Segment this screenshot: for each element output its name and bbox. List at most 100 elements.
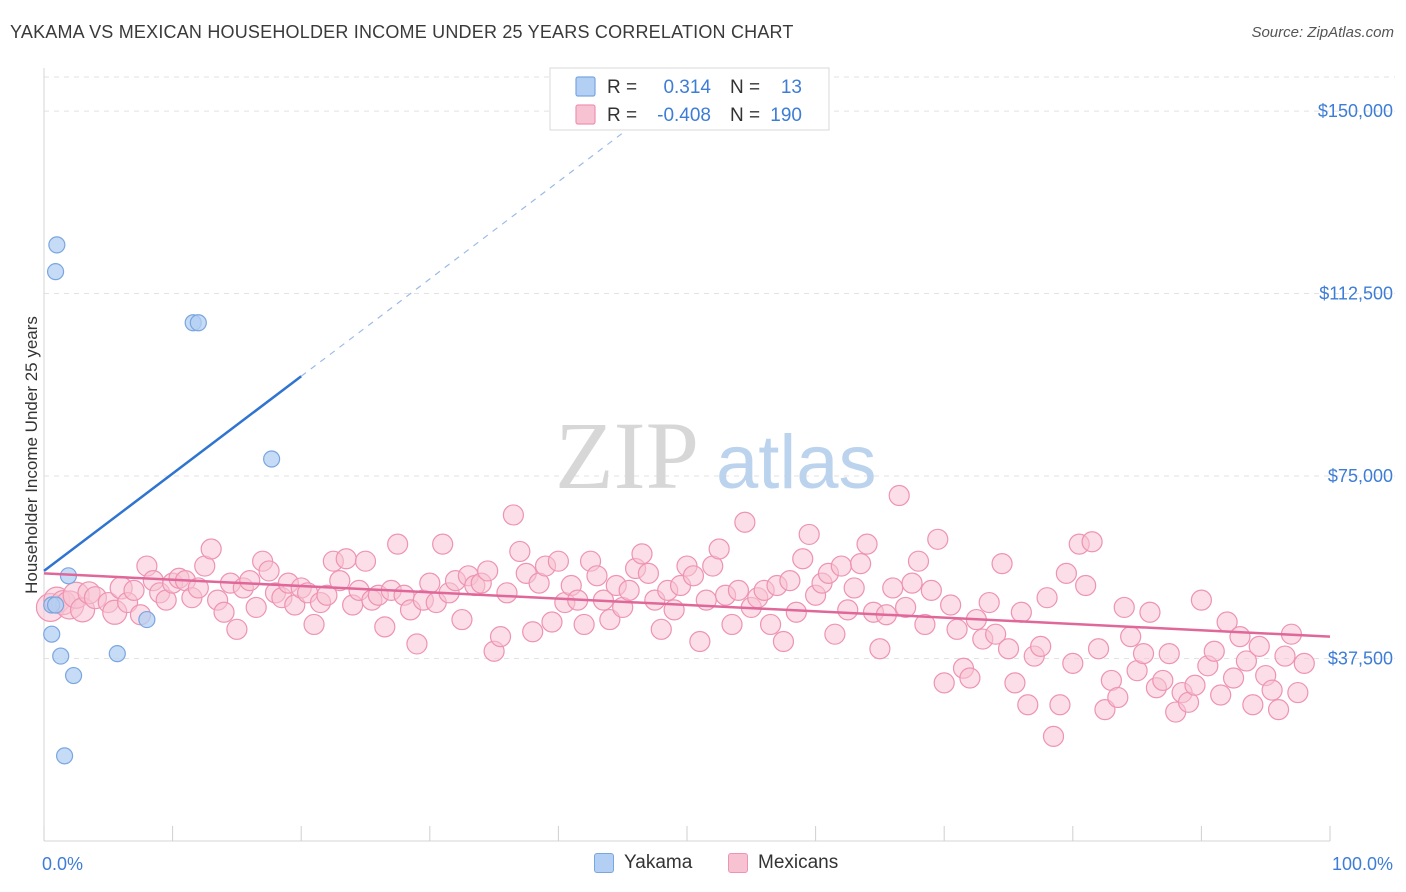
mexicans-point[interactable] xyxy=(1139,601,1161,623)
mexicans-point[interactable] xyxy=(618,579,640,601)
mexicans-point[interactable] xyxy=(245,596,267,619)
mexicans-point[interactable] xyxy=(451,608,473,631)
mexicans-point[interactable] xyxy=(213,601,235,623)
mexicans-point[interactable] xyxy=(650,618,672,640)
mexicans-point[interactable] xyxy=(759,613,782,636)
mexicans-point[interactable] xyxy=(1055,562,1077,584)
mexicans-point[interactable] xyxy=(1087,638,1110,660)
yakama-point[interactable] xyxy=(52,647,70,665)
mexicans-point[interactable] xyxy=(1075,574,1097,597)
mexicans-point[interactable] xyxy=(547,550,570,572)
mexicans-point[interactable] xyxy=(586,565,608,587)
mexicans-point[interactable] xyxy=(927,528,949,550)
yakama-point[interactable] xyxy=(64,666,83,685)
mexicans-point[interactable] xyxy=(329,570,351,592)
mexicans-point[interactable] xyxy=(502,504,524,526)
mexicans-point[interactable] xyxy=(991,553,1013,575)
source-label[interactable]: Source: ZipAtlas.com xyxy=(1251,24,1394,41)
mexicans-point[interactable] xyxy=(792,548,814,570)
mexicans-point[interactable] xyxy=(1229,626,1251,648)
mexicans-point[interactable] xyxy=(1190,589,1213,611)
mexicans-point[interactable] xyxy=(1261,679,1283,701)
mexicans-point[interactable] xyxy=(824,623,846,645)
mexicans-point[interactable] xyxy=(901,572,923,594)
mexicans-point[interactable] xyxy=(785,601,807,623)
mexicans-point[interactable] xyxy=(387,533,409,555)
mexicans-point[interactable] xyxy=(856,533,878,555)
mexicans-point[interactable] xyxy=(637,562,660,584)
mexicans-point[interactable] xyxy=(1235,650,1258,672)
mexicans-point[interactable] xyxy=(1222,667,1245,689)
mexicans-point[interactable] xyxy=(354,550,377,572)
mexicans-point[interactable] xyxy=(779,570,801,592)
mexicans-point[interactable] xyxy=(509,540,531,563)
mexicans-point[interactable] xyxy=(985,623,1007,645)
mexicans-point[interactable] xyxy=(1017,694,1039,716)
mexicans-point[interactable] xyxy=(1293,652,1315,674)
mexicans-point[interactable] xyxy=(727,579,750,601)
mexicans-point[interactable] xyxy=(1203,640,1225,662)
mexicans-point[interactable] xyxy=(895,596,917,619)
mexicans-point[interactable] xyxy=(1274,645,1296,667)
mexicans-point[interactable] xyxy=(123,579,145,601)
mexicans-point[interactable] xyxy=(689,630,711,653)
mexicans-point[interactable] xyxy=(631,543,653,565)
mexicans-point[interactable] xyxy=(432,533,454,555)
mexicans-point[interactable] xyxy=(837,599,859,621)
yakama-point[interactable] xyxy=(263,450,281,468)
yakama-point[interactable] xyxy=(138,610,156,629)
mexicans-point[interactable] xyxy=(489,626,512,648)
mexicans-point[interactable] xyxy=(1094,699,1116,721)
mexicans-point[interactable] xyxy=(997,638,1020,660)
yakama-point[interactable] xyxy=(46,263,65,281)
yakama-point[interactable] xyxy=(43,625,61,643)
mexicans-point[interactable] xyxy=(335,548,357,570)
mexicans-point[interactable] xyxy=(573,613,595,636)
mexicans-point[interactable] xyxy=(798,523,820,546)
mexicans-point[interactable] xyxy=(316,584,338,606)
mexicans-point[interactable] xyxy=(1030,635,1052,657)
mexicans-point[interactable] xyxy=(882,577,904,599)
mexicans-point[interactable] xyxy=(959,667,981,689)
legend-item-yakama[interactable]: Yakama xyxy=(594,852,692,874)
mexicans-point[interactable] xyxy=(200,538,222,560)
mexicans-point[interactable] xyxy=(1210,684,1232,706)
mexicans-point[interactable] xyxy=(772,630,795,653)
mexicans-point[interactable] xyxy=(477,560,499,582)
mexicans-point[interactable] xyxy=(940,594,962,616)
yakama-point[interactable] xyxy=(108,645,126,663)
mexicans-point[interactable] xyxy=(1184,674,1206,696)
mexicans-point[interactable] xyxy=(1042,725,1065,747)
legend-item-mexicans[interactable]: Mexicans xyxy=(728,852,838,874)
mexicans-point[interactable] xyxy=(1287,681,1309,704)
mexicans-point[interactable] xyxy=(734,511,756,533)
mexicans-point[interactable] xyxy=(1010,601,1032,623)
mexicans-point[interactable] xyxy=(978,591,1000,614)
mexicans-point[interactable] xyxy=(1120,626,1142,648)
yakama-point[interactable] xyxy=(48,236,66,254)
mexicans-point[interactable] xyxy=(721,613,743,636)
yakama-point[interactable] xyxy=(55,747,74,765)
mexicans-point[interactable] xyxy=(907,550,930,572)
mexicans-point[interactable] xyxy=(1267,699,1290,721)
mexicans-point[interactable] xyxy=(374,616,396,638)
mexicans-point[interactable] xyxy=(869,638,891,660)
mexicans-point[interactable] xyxy=(258,560,280,582)
mexicans-point[interactable] xyxy=(187,577,209,599)
yakama-point[interactable] xyxy=(189,314,207,332)
mexicans-point[interactable] xyxy=(1036,587,1058,609)
mexicans-point[interactable] xyxy=(303,613,325,636)
mexicans-point[interactable] xyxy=(708,538,730,560)
mexicans-point[interactable] xyxy=(1113,596,1135,619)
mexicans-point[interactable] xyxy=(920,579,942,601)
mexicans-point[interactable] xyxy=(850,553,872,575)
mexicans-point[interactable] xyxy=(1062,652,1084,674)
mexicans-point[interactable] xyxy=(1152,669,1174,692)
mexicans-point[interactable] xyxy=(226,618,248,640)
mexicans-point[interactable] xyxy=(888,484,910,507)
mexicans-point[interactable] xyxy=(843,577,865,599)
mexicans-point[interactable] xyxy=(1242,694,1264,716)
mexicans-point[interactable] xyxy=(239,570,261,592)
mexicans-point[interactable] xyxy=(406,633,428,655)
mexicans-point[interactable] xyxy=(1107,686,1129,709)
